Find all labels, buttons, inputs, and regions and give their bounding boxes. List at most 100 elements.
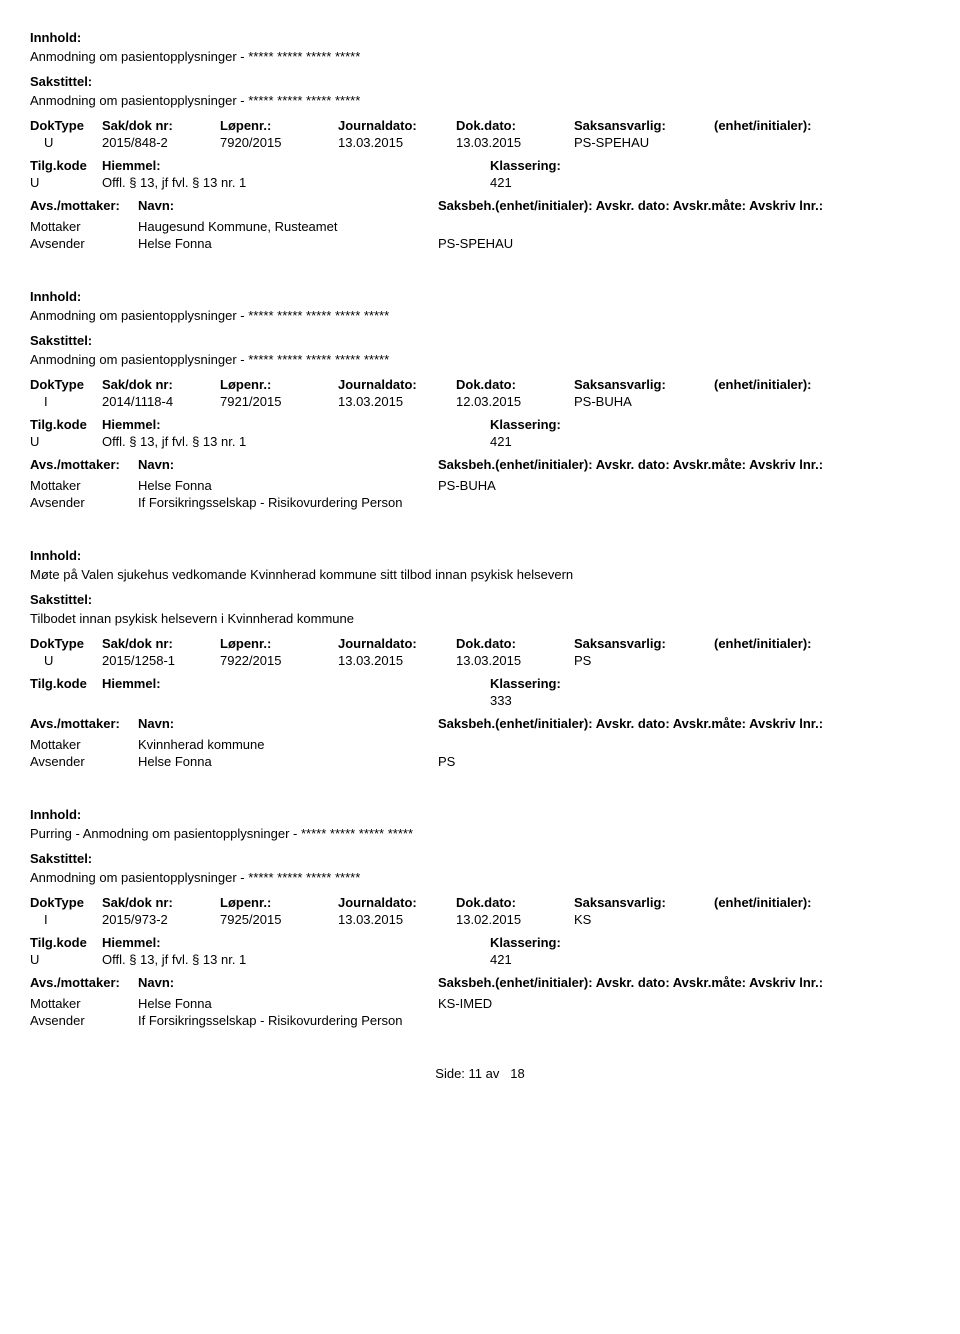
- v-hjemmel: Offl. § 13, jf fvl. § 13 nr. 1: [102, 952, 490, 967]
- party-role: Avsender: [30, 754, 138, 769]
- h-sakdok: Sak/dok nr:: [102, 377, 220, 392]
- party-name: Helse Fonna: [138, 236, 438, 251]
- h-klassering: Klassering:: [490, 935, 790, 950]
- h-tilgkode: Tilg.kode: [30, 158, 102, 173]
- v-klassering: 421: [490, 175, 790, 190]
- v-enhet: [714, 653, 864, 668]
- tilgkode-row: Tilg.kode Hiemmel: U Offl. § 13, jf fvl.…: [30, 935, 930, 967]
- v-klassering: 421: [490, 952, 790, 967]
- party-code: [438, 737, 638, 752]
- v-journaldato: 13.03.2015: [338, 912, 456, 927]
- party-block: Mottaker Helse Fonna PS-BUHA Avsender If…: [30, 478, 930, 510]
- column-header-row: DokType Sak/dok nr: Løpenr.: Journaldato…: [30, 377, 930, 392]
- h-enhet: (enhet/initialer):: [714, 636, 864, 651]
- sakstittel-label: Sakstittel:: [30, 74, 930, 89]
- v-saksansvarlig: PS: [574, 653, 714, 668]
- v-dokdato: 13.03.2015: [456, 653, 574, 668]
- h-sakdok: Sak/dok nr:: [102, 118, 220, 133]
- party-role: Mottaker: [30, 478, 138, 493]
- v-saksansvarlig: PS-SPEHAU: [574, 135, 714, 150]
- party-block: Mottaker Haugesund Kommune, Rusteamet Av…: [30, 219, 930, 251]
- footer-page: 11: [469, 1066, 483, 1081]
- v-hjemmel: Offl. § 13, jf fvl. § 13 nr. 1: [102, 175, 490, 190]
- journal-record: Innhold: Purring - Anmodning om pasiento…: [30, 807, 930, 1028]
- v-dokdato: 12.03.2015: [456, 394, 574, 409]
- page-footer: Side: 11 av 18: [30, 1066, 930, 1081]
- h-journaldato: Journaldato:: [338, 377, 456, 392]
- party-block: Mottaker Helse Fonna KS-IMED Avsender If…: [30, 996, 930, 1028]
- h-enhet: (enhet/initialer):: [714, 895, 864, 910]
- column-data-row: U 2015/848-2 7920/2015 13.03.2015 13.03.…: [30, 135, 930, 150]
- h-saksbeh: Saksbeh.(enhet/initialer): Avskr. dato: …: [438, 198, 898, 213]
- h-dokdato: Dok.dato:: [456, 895, 574, 910]
- innhold-text: Anmodning om pasientopplysninger - *****…: [30, 308, 930, 323]
- v-saksansvarlig: PS-BUHA: [574, 394, 714, 409]
- party-header-row: Avs./mottaker: Navn: Saksbeh.(enhet/init…: [30, 975, 930, 990]
- h-doktype: DokType: [30, 377, 102, 392]
- journal-record: Innhold: Anmodning om pasientopplysninge…: [30, 289, 930, 510]
- v-tilgkode: U: [30, 952, 102, 967]
- party-code: [438, 1013, 638, 1028]
- footer-av: av: [486, 1066, 500, 1081]
- sakstittel-label: Sakstittel:: [30, 333, 930, 348]
- party-role: Mottaker: [30, 219, 138, 234]
- party-row: Mottaker Helse Fonna PS-BUHA: [30, 478, 930, 493]
- h-enhet: (enhet/initialer):: [714, 377, 864, 392]
- v-doktype: U: [30, 653, 102, 668]
- v-sakdok: 2015/1258-1: [102, 653, 220, 668]
- tilgkode-row: Tilg.kode Hiemmel: U Offl. § 13, jf fvl.…: [30, 417, 930, 449]
- party-code: PS-SPEHAU: [438, 236, 638, 251]
- v-sakdok: 2015/973-2: [102, 912, 220, 927]
- v-journaldato: 13.03.2015: [338, 653, 456, 668]
- h-hjemmel: Hiemmel:: [102, 676, 490, 691]
- party-name: Kvinnherad kommune: [138, 737, 438, 752]
- h-sakdok: Sak/dok nr:: [102, 636, 220, 651]
- party-code: PS: [438, 754, 638, 769]
- h-dokdato: Dok.dato:: [456, 118, 574, 133]
- sakstittel-label: Sakstittel:: [30, 592, 930, 607]
- h-saksbeh: Saksbeh.(enhet/initialer): Avskr. dato: …: [438, 975, 898, 990]
- sakstittel-text: Anmodning om pasientopplysninger - *****…: [30, 870, 930, 885]
- h-saksansvarlig: Saksansvarlig:: [574, 377, 714, 392]
- h-avsmottaker: Avs./mottaker:: [30, 716, 138, 731]
- v-klassering: 333: [490, 693, 790, 708]
- v-lopenr: 7922/2015: [220, 653, 338, 668]
- party-row: Avsender Helse Fonna PS-SPEHAU: [30, 236, 930, 251]
- h-hjemmel: Hiemmel:: [102, 158, 490, 173]
- h-doktype: DokType: [30, 118, 102, 133]
- h-saksansvarlig: Saksansvarlig:: [574, 895, 714, 910]
- sakstittel-label: Sakstittel:: [30, 851, 930, 866]
- journal-record: Innhold: Anmodning om pasientopplysninge…: [30, 30, 930, 251]
- v-doktype: U: [30, 135, 102, 150]
- column-header-row: DokType Sak/dok nr: Løpenr.: Journaldato…: [30, 118, 930, 133]
- innhold-label: Innhold:: [30, 30, 930, 45]
- h-klassering: Klassering:: [490, 676, 790, 691]
- party-name: If Forsikringsselskap - Risikovurdering …: [138, 1013, 438, 1028]
- innhold-label: Innhold:: [30, 548, 930, 563]
- sakstittel-text: Tilbodet innan psykisk helsevern i Kvinn…: [30, 611, 930, 626]
- party-header-row: Avs./mottaker: Navn: Saksbeh.(enhet/init…: [30, 457, 930, 472]
- innhold-text: Purring - Anmodning om pasientopplysning…: [30, 826, 930, 841]
- h-hjemmel: Hiemmel:: [102, 935, 490, 950]
- column-data-row: U 2015/1258-1 7922/2015 13.03.2015 13.03…: [30, 653, 930, 668]
- party-role: Avsender: [30, 495, 138, 510]
- party-row: Avsender If Forsikringsselskap - Risikov…: [30, 495, 930, 510]
- party-code: [438, 495, 638, 510]
- party-name: Haugesund Kommune, Rusteamet: [138, 219, 438, 234]
- h-tilgkode: Tilg.kode: [30, 676, 102, 691]
- v-journaldato: 13.03.2015: [338, 135, 456, 150]
- h-doktype: DokType: [30, 895, 102, 910]
- innhold-label: Innhold:: [30, 289, 930, 304]
- party-header-row: Avs./mottaker: Navn: Saksbeh.(enhet/init…: [30, 716, 930, 731]
- h-lopenr: Løpenr.:: [220, 895, 338, 910]
- party-role: Mottaker: [30, 737, 138, 752]
- party-code: KS-IMED: [438, 996, 638, 1011]
- h-dokdato: Dok.dato:: [456, 636, 574, 651]
- column-header-row: DokType Sak/dok nr: Løpenr.: Journaldato…: [30, 895, 930, 910]
- party-block: Mottaker Kvinnherad kommune Avsender Hel…: [30, 737, 930, 769]
- h-enhet: (enhet/initialer):: [714, 118, 864, 133]
- v-sakdok: 2014/1118-4: [102, 394, 220, 409]
- h-journaldato: Journaldato:: [338, 636, 456, 651]
- party-code: [438, 219, 638, 234]
- h-tilgkode: Tilg.kode: [30, 417, 102, 432]
